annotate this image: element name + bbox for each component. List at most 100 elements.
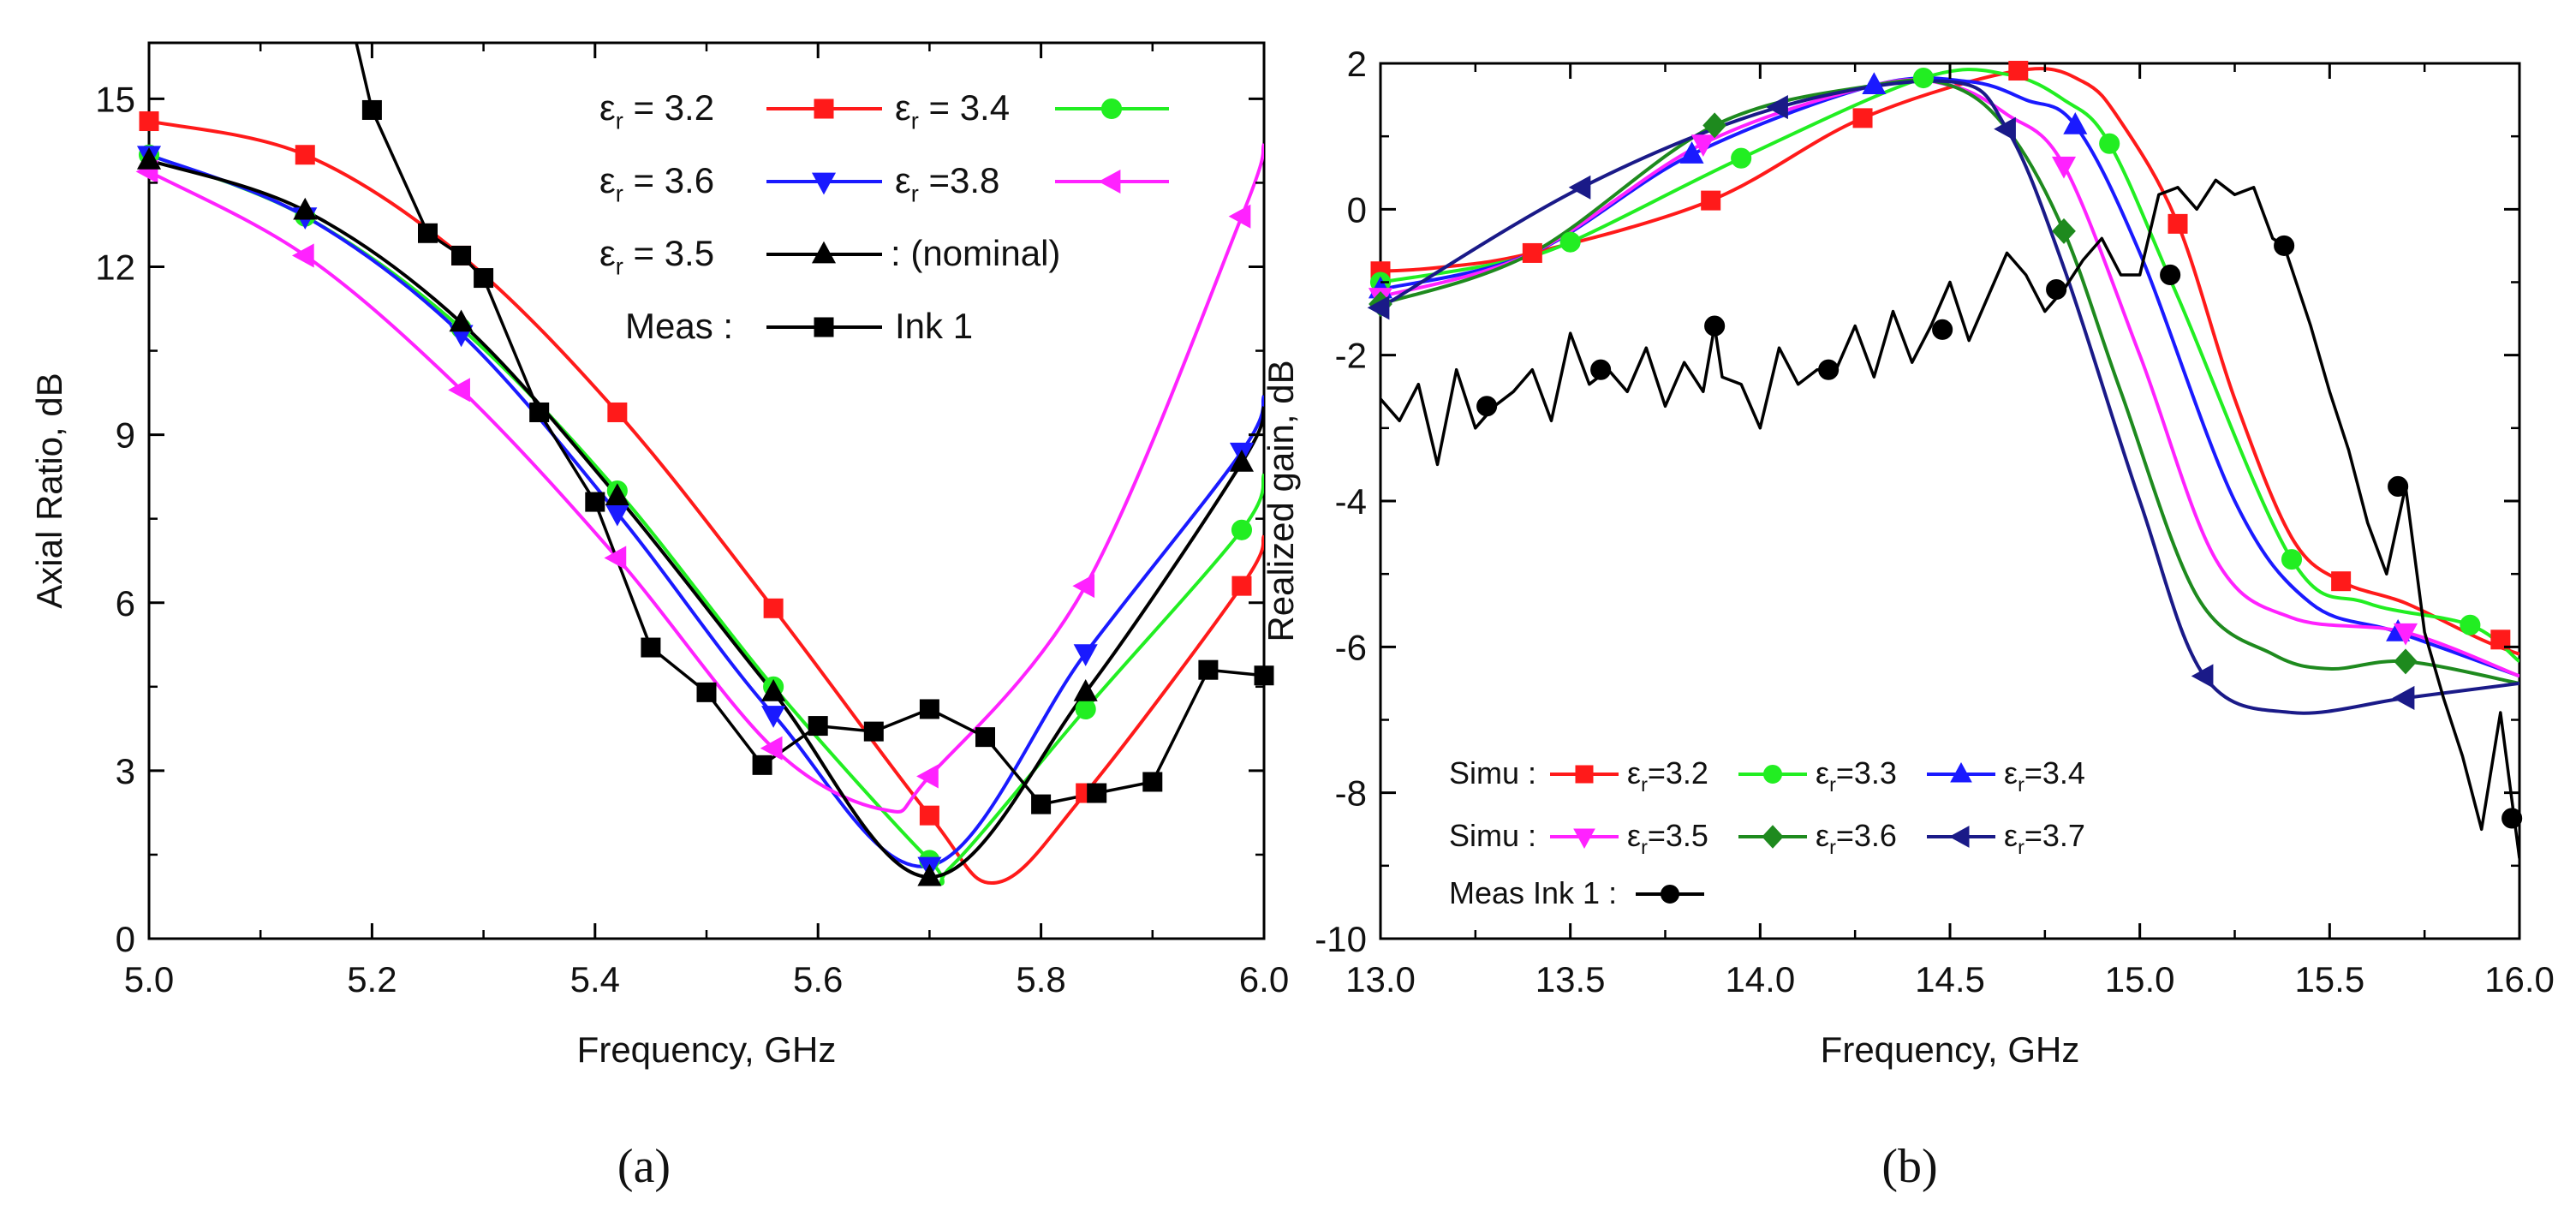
data-point-6: [1766, 95, 1788, 120]
series-line-4: [149, 143, 1264, 814]
legend-marker: [1098, 169, 1121, 194]
caption-a: (a): [617, 1140, 671, 1193]
x-tick-label: 13.5: [1535, 959, 1606, 999]
caption-b: (b): [1881, 1140, 1937, 1193]
y-tick-label: 12: [95, 248, 135, 288]
data-point-6: [1198, 659, 1219, 680]
data-point-6: [863, 721, 884, 742]
data-point-1: [2490, 629, 2511, 650]
data-point-2: [2281, 549, 2303, 570]
data-point-6: [529, 402, 550, 422]
data-point-6: [418, 223, 438, 243]
series-group: [1380, 67, 2519, 859]
data-point-6: [2191, 664, 2214, 689]
legend-label: εr =3.8: [895, 160, 999, 207]
data-point-4: [291, 243, 314, 268]
y-tick-label: -4: [1335, 481, 1367, 522]
legend-marker: [811, 172, 837, 195]
data-point-4: [2393, 623, 2418, 646]
data-point-7: [1590, 359, 1612, 380]
data-point-5: [449, 309, 474, 332]
series-line-1: [149, 119, 1264, 885]
legend-suffix: Ink 1: [895, 306, 973, 346]
y-tick-label: 0: [116, 919, 135, 959]
series-line-6: [1380, 79, 2519, 715]
x-axis-label-a: Frequency, GHz: [577, 1029, 837, 1070]
x-tick-label: 5.0: [124, 959, 174, 999]
x-tick-label: 15.5: [2294, 959, 2364, 999]
y-tick-label: 6: [116, 583, 135, 623]
legend-suffix: : (nominal): [891, 233, 1060, 273]
data-point-1: [139, 111, 159, 132]
data-point-4: [604, 546, 627, 570]
x-tick-label: 14.0: [1725, 959, 1795, 999]
data-point-6: [474, 268, 494, 289]
data-point-3: [1862, 72, 1887, 94]
series-line-4: [1380, 78, 2519, 678]
data-point-7: [2046, 278, 2067, 301]
data-point-7: [2501, 808, 2523, 829]
legend-marker: [1948, 826, 1970, 848]
data-point-1: [2008, 61, 2029, 81]
data-point-6: [1142, 772, 1163, 792]
legend-prefix: Simu :: [1449, 818, 1536, 853]
x-tick-label: 13.0: [1345, 959, 1416, 999]
data-point-6: [1087, 783, 1107, 803]
legend-label: Meas Ink 1 :: [1449, 875, 1617, 910]
data-point-4: [1690, 134, 1715, 158]
data-point-1: [1852, 108, 1873, 128]
data-point-1: [763, 598, 784, 618]
data-point-3: [1679, 141, 1704, 164]
data-point-2: [1075, 698, 1096, 720]
data-point-5: [1073, 679, 1098, 701]
x-tick-label: 6.0: [1239, 959, 1289, 999]
data-point-2: [1731, 147, 1752, 169]
legend-label: εr=3.6: [1816, 818, 1897, 858]
data-point-5: [2394, 648, 2418, 675]
x-tick-label: 5.2: [347, 959, 397, 999]
data-point-7: [1476, 396, 1498, 417]
data-point-4: [1228, 204, 1251, 229]
y-axis-label-a: Axial Ratio, dB: [29, 373, 69, 608]
y-tick-label: -8: [1335, 773, 1367, 814]
data-point-6: [696, 682, 717, 702]
legend-prefix: Simu :: [1449, 755, 1536, 790]
series-line-3: [1380, 76, 2519, 678]
legend-marker: [1100, 98, 1123, 120]
y-tick-label: 15: [95, 79, 135, 119]
legend-marker: [1661, 885, 1679, 904]
data-point-6: [585, 492, 605, 512]
data-point-1: [1701, 190, 1721, 211]
x-tick-label: 15.0: [2105, 959, 2175, 999]
legend-marker: [1762, 825, 1784, 849]
legend-label: Meas :: [625, 306, 733, 346]
x-tick-label: 5.4: [570, 959, 620, 999]
data-point-6: [361, 99, 382, 120]
data-point-1: [1231, 576, 1252, 596]
data-point-5: [917, 863, 942, 886]
data-point-5: [761, 679, 786, 701]
x-tick-label: 5.6: [793, 959, 843, 999]
data-point-6: [808, 716, 828, 737]
data-point-7: [1818, 359, 1840, 380]
data-point-5: [1229, 449, 1255, 472]
data-point-4: [1072, 574, 1095, 599]
legend-marker: [1575, 765, 1594, 784]
data-point-1: [2168, 213, 2188, 234]
legend-marker: [814, 317, 834, 337]
data-point-6: [1031, 794, 1052, 814]
data-point-1: [607, 402, 628, 422]
data-point-1: [919, 805, 939, 826]
data-point-6: [919, 699, 939, 719]
data-point-5: [293, 197, 318, 220]
data-point-5: [136, 146, 162, 170]
x-tick-label: 14.5: [1915, 959, 1985, 999]
data-point-6: [2392, 685, 2415, 710]
data-point-5: [1702, 112, 1727, 139]
data-point-6: [1568, 175, 1591, 200]
x-tick-label: 5.8: [1016, 959, 1065, 999]
data-point-2: [2460, 614, 2481, 635]
data-point-6: [1254, 665, 1274, 686]
data-point-6: [1367, 295, 1390, 320]
